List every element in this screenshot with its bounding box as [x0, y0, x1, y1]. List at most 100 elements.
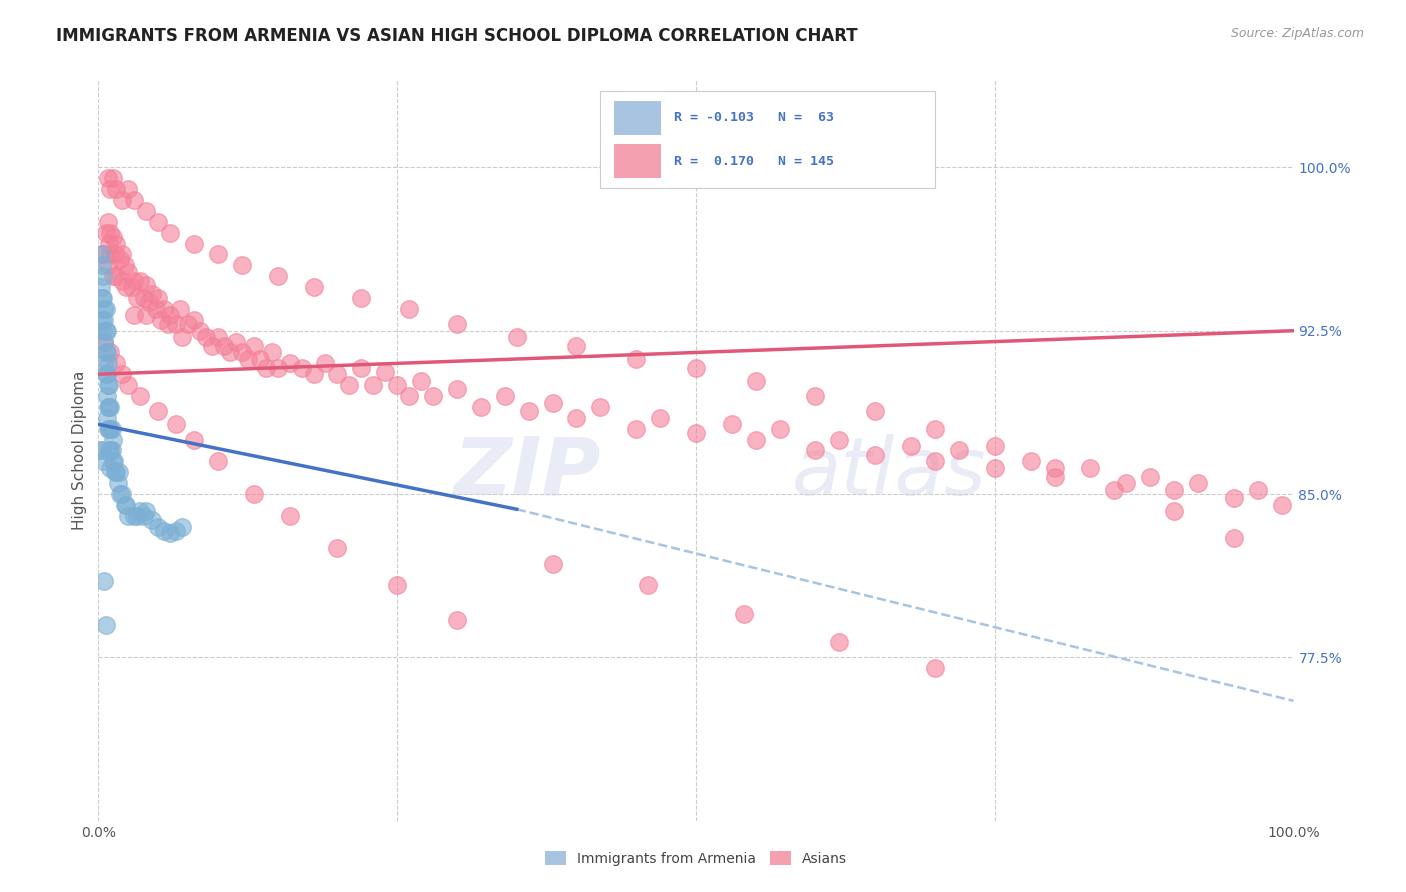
Point	[101, 454, 124, 468]
Point	[159, 309, 181, 323]
Point	[1187, 476, 1209, 491]
Point	[114, 259, 136, 273]
Point	[93, 334, 115, 349]
Point	[153, 524, 176, 538]
Point	[626, 422, 648, 436]
Point	[249, 351, 271, 366]
Point	[117, 508, 139, 523]
Point	[260, 345, 283, 359]
Point	[98, 226, 122, 240]
Point	[111, 487, 134, 501]
Point	[125, 508, 148, 523]
Point	[207, 454, 229, 468]
Point	[135, 504, 157, 518]
Text: Source: ZipAtlas.com: Source: ZipAtlas.com	[1230, 27, 1364, 40]
Point	[96, 389, 118, 403]
Point	[141, 286, 163, 301]
Point	[124, 508, 146, 523]
Point	[135, 309, 157, 323]
Point	[865, 448, 887, 462]
Point	[124, 193, 146, 207]
Point	[924, 661, 946, 675]
Point	[1043, 469, 1066, 483]
Point	[97, 356, 120, 370]
Point	[201, 339, 224, 353]
Point	[267, 360, 290, 375]
Point	[385, 578, 409, 592]
Point	[1223, 491, 1246, 506]
Point	[1163, 483, 1185, 497]
Point	[96, 410, 118, 425]
Point	[98, 443, 121, 458]
Point	[183, 313, 205, 327]
Point	[350, 291, 373, 305]
Point	[828, 635, 851, 649]
Point	[105, 269, 128, 284]
Point	[212, 339, 235, 353]
Point	[172, 519, 194, 533]
Point	[96, 368, 118, 382]
Point	[374, 365, 396, 379]
Point	[107, 476, 129, 491]
Point	[243, 339, 266, 353]
Point	[900, 439, 922, 453]
Point	[98, 378, 121, 392]
Point	[768, 422, 790, 436]
Point	[101, 269, 124, 284]
Point	[105, 356, 128, 370]
Point	[111, 193, 134, 207]
Point	[984, 461, 1007, 475]
Point	[231, 259, 253, 273]
Point	[156, 317, 179, 331]
Point	[626, 351, 648, 366]
Point	[93, 313, 115, 327]
Point	[363, 378, 385, 392]
Point	[93, 334, 115, 349]
Point	[236, 351, 259, 366]
Text: IMMIGRANTS FROM ARMENIA VS ASIAN HIGH SCHOOL DIPLOMA CORRELATION CHART: IMMIGRANTS FROM ARMENIA VS ASIAN HIGH SC…	[56, 27, 858, 45]
Point	[565, 339, 588, 353]
Point	[94, 617, 117, 632]
Point	[141, 513, 163, 527]
Point	[94, 345, 117, 359]
Point	[145, 301, 167, 316]
Point	[111, 368, 134, 382]
Point	[1019, 454, 1042, 468]
Point	[98, 182, 122, 196]
Point	[302, 280, 325, 294]
Point	[90, 280, 112, 294]
Point	[291, 360, 314, 375]
Point	[97, 400, 120, 414]
Point	[339, 378, 361, 392]
Point	[565, 410, 588, 425]
Point	[91, 443, 114, 458]
Point	[148, 215, 170, 229]
Point	[398, 301, 420, 316]
Point	[177, 317, 200, 331]
Point	[398, 389, 420, 403]
Point	[541, 557, 564, 571]
Point	[153, 301, 176, 316]
Point	[924, 422, 946, 436]
Point	[132, 508, 155, 523]
Point	[183, 236, 205, 251]
Point	[115, 498, 138, 512]
Point	[159, 526, 181, 541]
Point	[804, 443, 827, 458]
Point	[98, 422, 122, 436]
Point	[129, 504, 152, 518]
Point	[91, 291, 114, 305]
Point	[121, 280, 143, 294]
Point	[302, 368, 325, 382]
Point	[733, 607, 755, 621]
Point	[94, 324, 117, 338]
Point	[278, 356, 301, 370]
Point	[1223, 531, 1246, 545]
Point	[101, 433, 124, 447]
Text: atlas: atlas	[792, 434, 987, 512]
Point	[648, 410, 672, 425]
Point	[105, 465, 128, 479]
Point	[148, 404, 170, 418]
Point	[188, 324, 211, 338]
Point	[207, 330, 229, 344]
